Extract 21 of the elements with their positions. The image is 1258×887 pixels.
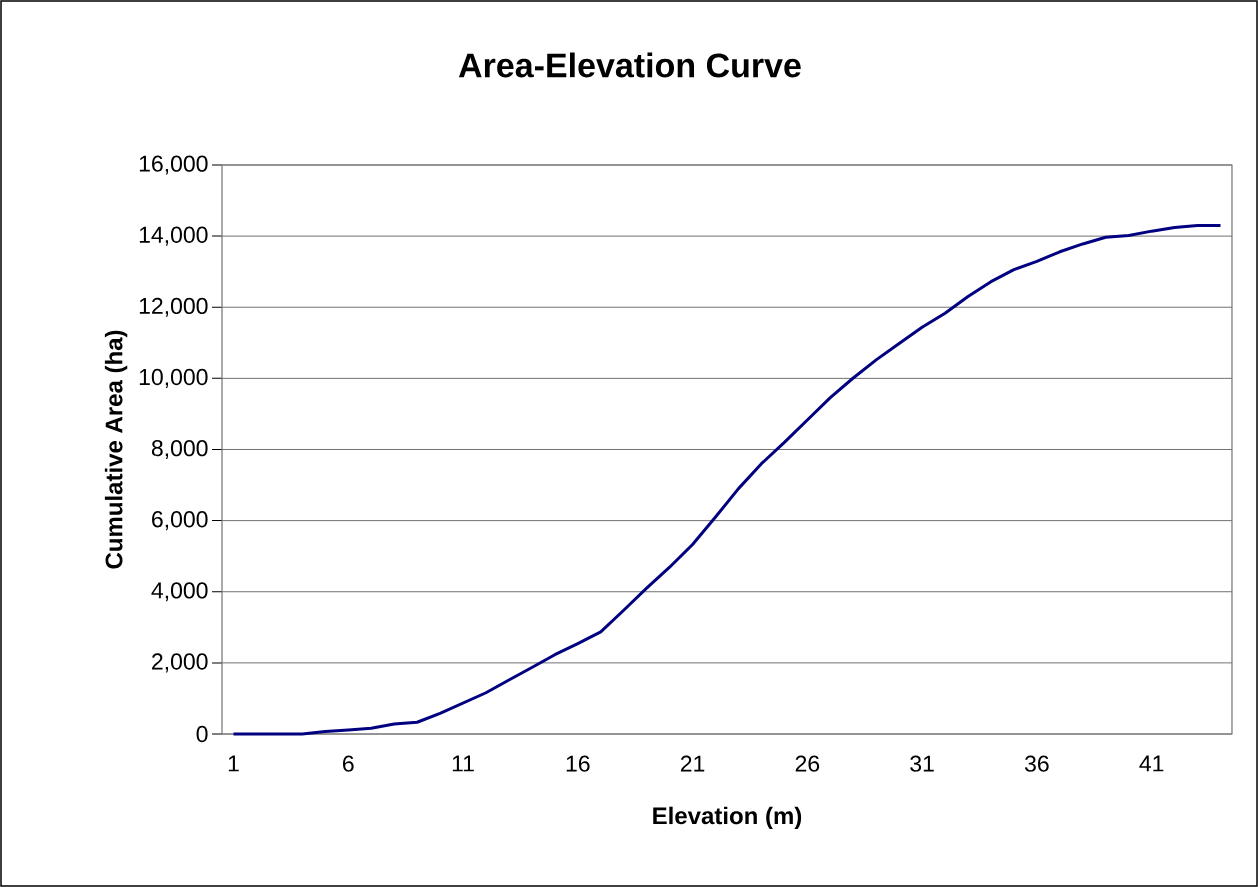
- x-tick-label: 6: [343, 755, 354, 772]
- x-tick-label: 21: [680, 755, 705, 772]
- x-tick-label: 11: [452, 755, 474, 772]
- y-tick-label: 12,000: [139, 297, 208, 317]
- x-axis-title: Elevation (m): [653, 806, 802, 830]
- chart-title: Area-Elevation Curve: [458, 52, 801, 78]
- y-tick-label: 10,000: [139, 368, 208, 388]
- y-tick-label: 16,000: [139, 155, 208, 175]
- y-tick-label: 4,000: [151, 582, 208, 602]
- y-tick-label: 8,000: [151, 440, 208, 460]
- x-tick-label: 16: [566, 755, 590, 772]
- x-tick-label: 26: [795, 755, 820, 772]
- x-tick-label: 1: [228, 755, 239, 772]
- y-tick-label: 6,000: [152, 511, 208, 531]
- y-axis-title: Cumulative Area (ha): [104, 330, 128, 569]
- y-tick-label: 2,000: [152, 653, 208, 673]
- y-tick-label: 14,000: [139, 226, 208, 246]
- y-tick-label: 0: [196, 725, 208, 743]
- x-tick-label: 36: [1024, 755, 1049, 772]
- x-tick-label: 31: [910, 755, 934, 772]
- x-tick-label: 41: [1139, 755, 1164, 772]
